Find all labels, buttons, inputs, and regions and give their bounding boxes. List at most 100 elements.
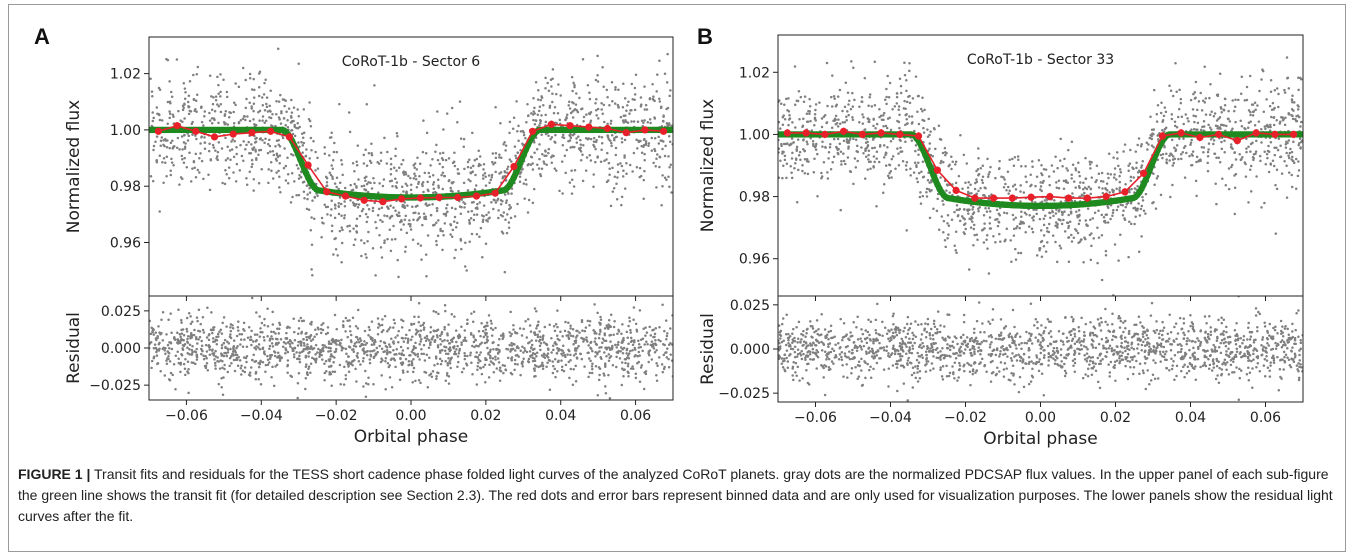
raw-flux-point bbox=[310, 216, 313, 219]
residual-point bbox=[239, 343, 242, 346]
raw-flux-point bbox=[643, 85, 646, 88]
raw-flux-point bbox=[987, 272, 991, 275]
raw-flux-point bbox=[440, 157, 444, 160]
raw-flux-point bbox=[389, 249, 393, 253]
raw-flux-point bbox=[1173, 124, 1177, 128]
raw-flux-point bbox=[1011, 213, 1015, 217]
raw-flux-point bbox=[370, 153, 374, 157]
raw-flux-point bbox=[198, 171, 201, 174]
raw-flux-point bbox=[891, 155, 895, 158]
residual-point bbox=[213, 358, 216, 361]
residual-point bbox=[188, 343, 192, 347]
raw-flux-point bbox=[435, 209, 439, 213]
raw-flux-point bbox=[1177, 107, 1181, 111]
residual-point bbox=[161, 347, 164, 351]
raw-flux-point bbox=[1083, 186, 1087, 189]
raw-flux-point bbox=[328, 154, 331, 157]
residual-point bbox=[406, 337, 410, 341]
raw-flux-point bbox=[289, 115, 293, 118]
residual-point bbox=[155, 354, 159, 357]
raw-flux-point bbox=[1290, 173, 1293, 177]
raw-flux-point bbox=[1014, 258, 1018, 261]
raw-flux-point bbox=[425, 131, 429, 135]
residual-point bbox=[314, 358, 318, 362]
raw-flux-point bbox=[335, 185, 338, 189]
raw-flux-point bbox=[995, 208, 999, 212]
residual-point bbox=[352, 344, 356, 348]
residual-point bbox=[291, 349, 295, 353]
residual-point bbox=[319, 331, 323, 335]
residual-point bbox=[553, 329, 557, 333]
raw-flux-point bbox=[619, 115, 623, 119]
raw-flux-point bbox=[530, 112, 533, 115]
residual-point bbox=[624, 361, 627, 365]
raw-flux-point bbox=[467, 218, 471, 222]
residual-point bbox=[297, 340, 300, 344]
residual-point bbox=[399, 345, 403, 349]
raw-flux-point bbox=[402, 190, 405, 193]
residual-point bbox=[304, 354, 308, 358]
raw-flux-point bbox=[997, 212, 1001, 216]
raw-flux-point bbox=[600, 141, 604, 145]
raw-flux-point bbox=[227, 116, 231, 119]
raw-flux-point bbox=[386, 150, 389, 154]
residual-point bbox=[553, 367, 557, 371]
residual-point bbox=[595, 343, 599, 346]
residual-point bbox=[240, 364, 243, 367]
raw-flux-point bbox=[196, 168, 200, 172]
residual-point bbox=[296, 382, 300, 385]
raw-flux-point bbox=[189, 180, 193, 183]
residual-point bbox=[276, 327, 279, 331]
raw-flux-point bbox=[285, 110, 288, 113]
raw-flux-point bbox=[620, 137, 624, 140]
residual-point bbox=[380, 374, 383, 377]
raw-flux-point bbox=[845, 119, 848, 122]
raw-flux-point bbox=[1038, 247, 1042, 250]
raw-flux-point bbox=[588, 153, 591, 157]
residual-point bbox=[275, 342, 279, 345]
residual-point bbox=[571, 383, 575, 387]
residual-point bbox=[588, 320, 592, 323]
raw-flux-point bbox=[181, 108, 185, 112]
raw-flux-point bbox=[897, 108, 900, 111]
residual-point bbox=[552, 348, 555, 352]
residual-point bbox=[466, 322, 469, 325]
raw-flux-point bbox=[662, 114, 665, 117]
raw-flux-point bbox=[187, 105, 191, 108]
raw-flux-point bbox=[1285, 164, 1288, 168]
residual-point bbox=[626, 362, 630, 365]
raw-flux-point bbox=[985, 234, 989, 237]
raw-flux-point bbox=[431, 173, 435, 177]
residual-point bbox=[594, 355, 597, 358]
raw-flux-point bbox=[592, 136, 596, 140]
raw-flux-point bbox=[258, 70, 262, 73]
raw-flux-point bbox=[316, 156, 319, 160]
raw-flux-point bbox=[898, 113, 901, 116]
raw-flux-point bbox=[526, 163, 529, 167]
residual-point bbox=[354, 335, 358, 339]
residual-point bbox=[602, 372, 605, 375]
residual-point bbox=[266, 354, 269, 358]
raw-flux-point bbox=[416, 204, 419, 208]
raw-flux-point bbox=[1155, 177, 1159, 180]
residual-points bbox=[149, 296, 673, 400]
raw-flux-point bbox=[416, 156, 419, 160]
residual-point bbox=[621, 339, 624, 342]
raw-flux-point bbox=[1107, 152, 1111, 155]
residual-point bbox=[460, 325, 463, 328]
residual-point bbox=[197, 338, 200, 341]
residual-point bbox=[513, 358, 517, 362]
raw-flux-point bbox=[1061, 164, 1064, 168]
residual-point bbox=[155, 338, 158, 342]
raw-flux-point bbox=[977, 210, 980, 213]
raw-flux-point bbox=[927, 188, 931, 191]
residual-point bbox=[651, 329, 654, 332]
raw-flux-point bbox=[272, 153, 276, 157]
residual-point bbox=[359, 363, 362, 366]
raw-flux-point bbox=[1261, 68, 1264, 71]
raw-flux-point bbox=[403, 201, 406, 204]
raw-flux-point bbox=[843, 121, 847, 124]
raw-flux-point bbox=[579, 143, 583, 146]
residual-point bbox=[177, 357, 180, 361]
raw-flux-point bbox=[547, 89, 551, 92]
